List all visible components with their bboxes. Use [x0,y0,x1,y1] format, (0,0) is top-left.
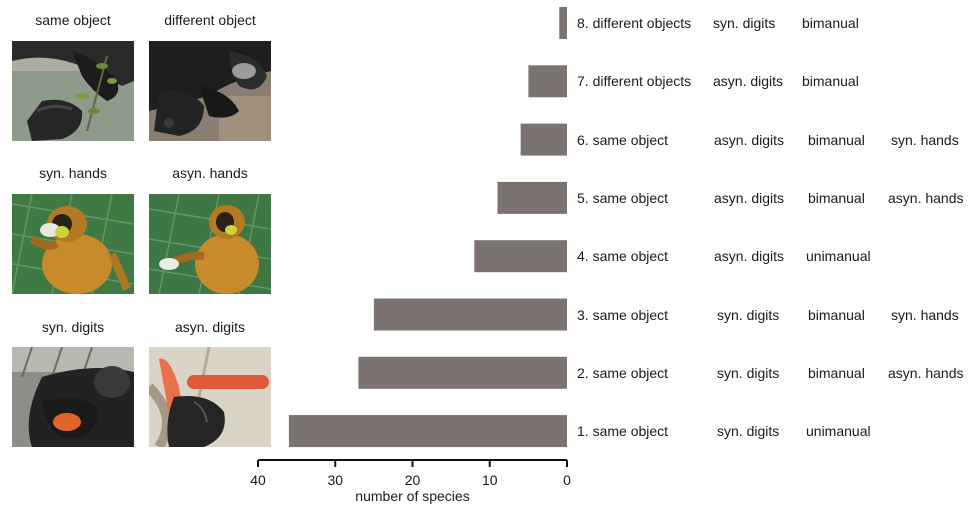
bar-5 [497,181,567,214]
row-digits-6: asyn. digits [714,131,785,148]
x-tick-label-20: 20 [405,472,421,488]
row-manual-7: bimanual [802,73,859,90]
bar-7 [528,65,567,98]
row-digits-5: asyn. digits [714,189,785,206]
row-digits-1: syn. digits [717,423,780,440]
row-label-7: 7. different objects [577,73,692,90]
row-digits-7: asyn. digits [713,73,784,90]
row-manual-3: bimanual [808,306,865,323]
row-hands-6: syn. hands [891,131,959,148]
photo-gorilla-hands-objects [149,41,271,141]
row-manual-1: unimanual [806,423,871,440]
row-digits-8: syn. digits [713,15,776,31]
row-label-2: 2. same object [577,364,669,381]
row-label-4: 4. same object [577,248,669,265]
row-digits-2: syn. digits [717,364,780,381]
bar-2 [358,356,567,389]
photo-gorilla-hand-plant [12,41,134,141]
row-hands-3: syn. hands [891,306,959,323]
row-manual-2: bimanual [808,364,865,381]
panel-label-syn-digits: syn. digits [41,319,105,335]
bar-6 [520,123,567,156]
photo-chimpanzee-syn-digits [12,347,134,447]
x-tick-label-0: 0 [563,472,571,488]
row-digits-3: syn. digits [717,306,780,323]
row-label-8: 8. different objects [577,15,692,31]
panel-label-asyn-hands: asyn. hands [172,165,248,181]
panel-label-asyn-digits: asyn. digits [174,319,246,335]
row-hands-2: asyn. hands [888,364,964,381]
bar-3 [373,298,567,331]
photo-spider-monkey-syn-hands [12,194,134,294]
x-tick-label-10: 10 [482,472,498,488]
row-manual-8: bimanual [802,15,859,31]
row-hands-5: asyn. hands [888,189,964,206]
x-tick-label-30: 30 [327,472,343,488]
row-label-5: 5. same object [577,189,669,206]
row-manual-5: bimanual [808,189,865,206]
panel-label-same-object: same object [35,12,111,28]
row-digits-4: asyn. digits [714,248,785,265]
bar-8 [559,7,567,39]
photo-chimpanzee-asyn-digits [149,347,271,447]
photo-spider-monkey-asyn-hands [149,194,271,294]
panel-label-syn-hands: syn. hands [39,165,107,181]
panel-label-different-object: different object [164,12,256,28]
bar-1 [288,415,567,448]
row-manual-4: unimanual [806,248,871,265]
bar-4 [474,240,567,273]
row-manual-6: bimanual [808,131,865,148]
row-label-3: 3. same object [577,306,669,323]
x-axis-label: number of species [355,488,469,504]
row-label-1: 1. same object [577,423,669,440]
x-tick-label-40: 40 [250,472,266,488]
row-label-6: 6. same object [577,131,669,148]
